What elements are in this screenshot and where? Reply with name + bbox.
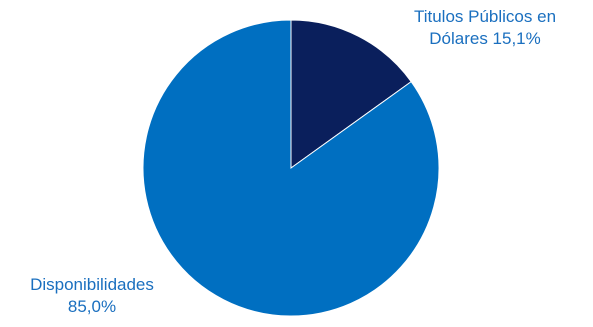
pie-slice-titulos-publicos <box>290 19 412 169</box>
slice-label-titulos-line1: Titulos Públicos en <box>413 7 557 26</box>
slice-label-disponibilidades: Disponibilidades 85,0% <box>4 274 180 318</box>
slice-label-disponibilidades-line1: Disponibilidades <box>30 275 154 294</box>
pie-slice-disponibilidades <box>142 19 440 317</box>
slice-label-titulos-line2: Dólares 15,1% <box>429 29 541 48</box>
slice-label-disponibilidades-line2: 85,0% <box>67 297 117 316</box>
slice-label-titulos-publicos: Titulos Públicos en Dólares 15,1% <box>383 6 587 50</box>
